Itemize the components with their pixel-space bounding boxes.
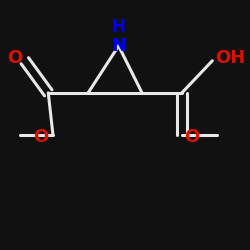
Text: O: O <box>7 49 22 67</box>
Text: N: N <box>111 37 126 55</box>
Text: OH: OH <box>215 49 245 67</box>
Text: O: O <box>184 128 200 146</box>
Text: H: H <box>112 18 126 36</box>
Text: O: O <box>33 128 48 146</box>
